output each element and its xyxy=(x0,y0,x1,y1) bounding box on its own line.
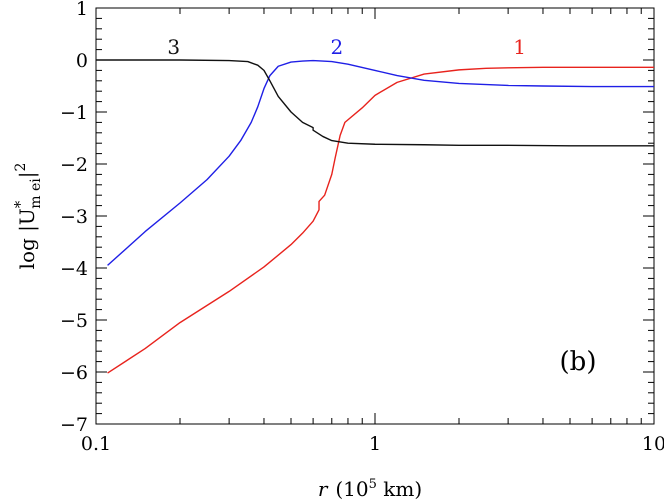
series-line-2 xyxy=(107,59,654,266)
x-tick-label: 10 xyxy=(642,433,664,455)
y-tick-label: 0 xyxy=(76,50,88,72)
series-line-3 xyxy=(96,59,654,147)
tick-marks xyxy=(95,7,655,425)
y-tick-label: −7 xyxy=(60,414,88,436)
series-label-1: 1 xyxy=(513,35,526,59)
y-axis-title: log |U*m ei|2 xyxy=(11,163,44,270)
series-lines xyxy=(96,59,654,374)
series-line-1 xyxy=(107,66,654,374)
x-axis-title: r (105 km) xyxy=(318,477,422,501)
y-tick-label: −3 xyxy=(60,206,88,228)
y-tick-label: 1 xyxy=(76,0,88,20)
y-axis-suffix: | xyxy=(15,171,40,178)
y-axis-star: * xyxy=(11,200,29,208)
series-labels: 1 2 3 xyxy=(167,35,526,59)
y-axis-subscript: m ei xyxy=(28,178,44,209)
x-axis-paren-open: (10 xyxy=(335,477,368,501)
x-tick-label: 1 xyxy=(369,433,381,455)
x-axis-variable: r xyxy=(318,477,329,501)
x-axis-exponent: 5 xyxy=(369,477,377,492)
y-axis-prefix: log |U xyxy=(15,208,40,269)
y-tick-label: −5 xyxy=(60,310,88,332)
x-axis-unit: km) xyxy=(377,477,422,501)
y-tick-label: −1 xyxy=(60,102,88,124)
series-label-3: 3 xyxy=(167,35,180,59)
x-tick-label: 0.1 xyxy=(81,433,111,455)
y-tick-label: −4 xyxy=(60,258,88,280)
y-axis-power: 2 xyxy=(13,163,29,172)
panel-label: (b) xyxy=(560,347,597,377)
y-tick-label: −6 xyxy=(60,362,88,384)
y-tick-label: −2 xyxy=(60,154,88,176)
series-label-2: 2 xyxy=(330,35,343,59)
